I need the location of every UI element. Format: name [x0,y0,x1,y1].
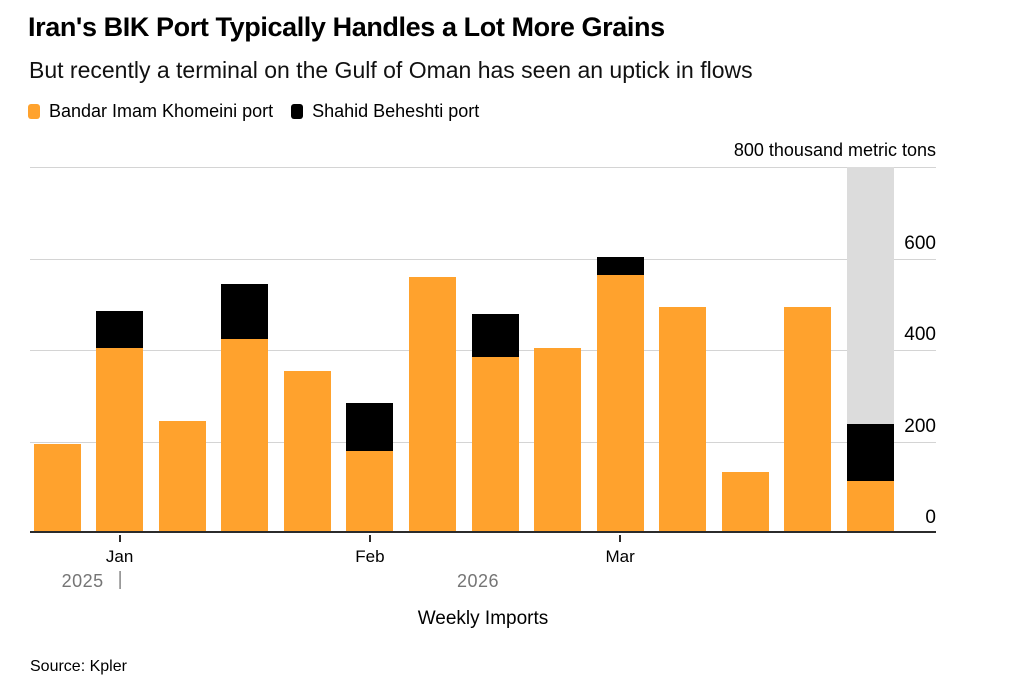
source-note: Source: Kpler [30,658,127,675]
legend-label-shahid-beheshti: Shahid Beheshti port [312,101,480,121]
bar-bik-week-12 [721,471,769,531]
bar-shahid-beheshti-week-6 [346,402,394,451]
bar-bik-week-10 [596,274,644,531]
bar-shahid-beheshti-week-4 [221,283,269,339]
year-label-2026: 2026 [456,571,500,591]
bar-bik-week-7 [408,277,456,531]
highlight-band [846,167,894,426]
x-axis-tick-mar [619,535,622,542]
y-axis-tick-label-200: 200 [904,415,936,437]
bar-shahid-beheshti-week-10 [596,256,644,275]
bar-bik-week-11 [659,306,707,531]
chart-legend: Bandar Imam Khomeini port Shahid Behesht… [28,101,479,122]
gridline-600 [30,258,936,260]
bar-bik-week-5 [283,370,331,531]
y-axis-unit-label: 800 thousand metric tons [733,140,936,160]
year-separator: | [117,569,123,590]
bar-bik-week-9 [534,348,582,531]
bar-bik-week-13 [784,306,832,531]
x-axis: Jan Feb Mar 2025 | 2026 [30,535,936,597]
bar-bik-week-1 [33,444,81,531]
year-label-2025: 2025 [61,571,104,591]
chart-title: Iran's BIK Port Typically Handles a Lot … [28,12,665,42]
bar-shahid-beheshti-week-8 [471,313,519,358]
x-axis-month-label-mar: Mar [605,547,635,566]
legend-swatch-orange-icon [28,104,40,119]
bar-chart-plot-area: 0 200 400 600 [30,167,936,533]
x-axis-title: Weekly Imports [417,608,549,629]
bar-bik-week-8 [471,357,519,531]
legend-item-shahid-beheshti: Shahid Beheshti port [291,101,479,122]
bar-shahid-beheshti-week-2 [96,311,144,348]
bar-bik-week-6 [346,450,394,531]
x-axis-tick-jan [118,535,121,542]
bar-bik-week-2 [96,348,144,531]
bar-bik-week-4 [221,338,269,531]
y-axis-tick-label-600: 600 [904,232,936,254]
gridline-800 [30,167,936,168]
y-axis-tick-label-0: 0 [925,507,936,528]
bar-shahid-beheshti-week-14 [846,423,894,481]
x-axis-month-label-jan: Jan [105,547,134,566]
legend-label-bandar-imam-khomeini: Bandar Imam Khomeini port [49,101,274,121]
y-axis-tick-label-400: 400 [904,324,936,345]
legend-item-bandar-imam-khomeini: Bandar Imam Khomeini port [28,101,273,122]
bar-bik-week-14 [846,480,894,531]
legend-swatch-black-icon [291,104,304,119]
x-axis-tick-feb [368,535,371,542]
bar-bik-week-3 [158,421,206,531]
chart-subtitle: But recently a terminal on the Gulf of O… [29,57,753,83]
x-axis-month-label-feb: Feb [355,547,385,566]
